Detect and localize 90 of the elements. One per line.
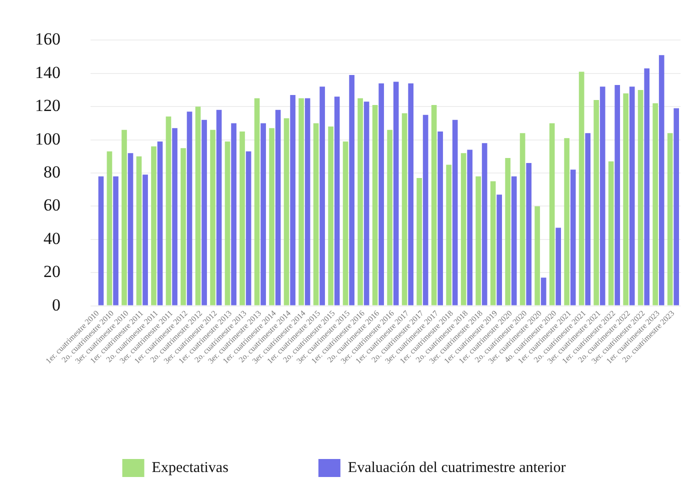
bar xyxy=(157,141,163,306)
bar xyxy=(482,143,488,306)
bar xyxy=(98,176,104,306)
bar xyxy=(623,93,628,306)
bar xyxy=(372,104,378,306)
bar xyxy=(614,85,620,306)
bar xyxy=(467,150,472,306)
bar xyxy=(638,90,644,306)
y-tick-label: 60 xyxy=(44,196,60,215)
bar xyxy=(180,148,186,306)
bar xyxy=(186,112,192,306)
bar xyxy=(658,55,664,306)
bar xyxy=(556,228,561,306)
bar xyxy=(275,110,281,306)
bar xyxy=(224,141,230,306)
bar xyxy=(106,151,112,306)
bar xyxy=(594,100,599,306)
legend-label: Evaluación del cuatrimestre anterior xyxy=(348,460,566,476)
bar xyxy=(284,118,290,306)
bar xyxy=(254,98,260,306)
bar xyxy=(578,72,584,306)
bar xyxy=(240,131,245,306)
bar xyxy=(269,128,274,306)
bar xyxy=(629,86,635,306)
bar xyxy=(534,206,540,306)
bar xyxy=(644,68,650,306)
bar xyxy=(570,170,576,306)
bar xyxy=(452,120,458,306)
bar xyxy=(511,176,517,306)
bar xyxy=(460,153,466,306)
bar xyxy=(122,130,127,306)
bar xyxy=(195,106,201,306)
bar xyxy=(520,133,526,306)
bar xyxy=(564,138,570,306)
bar xyxy=(476,176,481,306)
bar xyxy=(364,102,370,306)
bar xyxy=(210,130,216,306)
y-tick-label: 40 xyxy=(44,228,60,248)
bar xyxy=(431,104,437,306)
bar xyxy=(667,133,673,306)
bar xyxy=(128,153,134,306)
y-tick-label: 80 xyxy=(44,162,60,182)
bar xyxy=(349,75,354,306)
bar xyxy=(328,126,334,306)
bar xyxy=(290,94,296,306)
y-tick-label: 140 xyxy=(35,62,60,82)
bar xyxy=(608,161,614,306)
bar xyxy=(202,120,207,306)
bar xyxy=(393,82,399,306)
bar xyxy=(652,103,658,306)
bar xyxy=(313,123,319,306)
y-tick-label: 160 xyxy=(35,30,60,49)
bar xyxy=(334,96,340,306)
bar xyxy=(231,123,236,306)
bar xyxy=(304,98,310,306)
bar xyxy=(113,176,118,306)
bar xyxy=(526,163,532,306)
y-tick-label: 0 xyxy=(52,295,60,314)
bar xyxy=(600,86,606,306)
bar xyxy=(358,98,363,306)
bar xyxy=(438,131,443,306)
bar xyxy=(505,158,510,306)
bar xyxy=(408,83,414,306)
bar xyxy=(298,98,304,306)
bar xyxy=(142,174,148,306)
bar xyxy=(674,108,680,306)
bar xyxy=(585,133,590,306)
bar xyxy=(490,181,496,306)
y-tick-label: 120 xyxy=(35,96,60,116)
bar xyxy=(496,194,502,306)
bar xyxy=(172,128,178,306)
bar xyxy=(402,113,408,306)
bar xyxy=(260,123,266,306)
bar xyxy=(246,151,252,306)
bar xyxy=(136,156,142,306)
bar xyxy=(166,116,172,306)
y-tick-label: 20 xyxy=(44,262,60,282)
legend-label: Expectativas xyxy=(152,460,229,476)
bar xyxy=(387,130,392,306)
bar xyxy=(320,86,325,306)
y-tick-label: 100 xyxy=(35,129,60,148)
bar xyxy=(342,141,348,306)
bar xyxy=(422,114,428,306)
bar xyxy=(378,83,384,306)
bar xyxy=(549,123,555,306)
bar xyxy=(540,278,546,306)
bar xyxy=(446,164,452,306)
bar xyxy=(416,178,422,306)
bar xyxy=(151,146,156,306)
bar xyxy=(216,110,222,306)
